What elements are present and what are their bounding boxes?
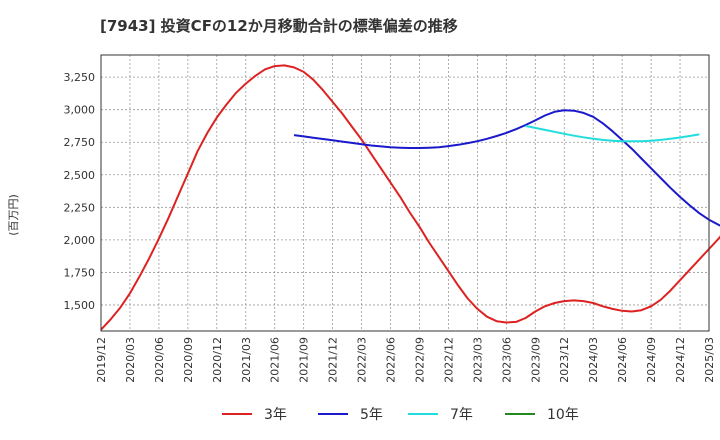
x-tick-label: 2022/06 <box>385 337 398 383</box>
x-tick-label: 2022/12 <box>442 337 455 383</box>
series-line-7年 <box>525 125 700 143</box>
x-tick-label: 2025/03 <box>703 337 716 383</box>
y-tick-label: 2,750 <box>64 136 96 149</box>
x-tick-label: 2024/03 <box>587 337 600 383</box>
series-line-5年 <box>293 109 720 227</box>
x-tick-label: 2023/06 <box>500 337 513 383</box>
legend-label-10年: 10年 <box>547 407 579 423</box>
y-tick-label: 2,500 <box>64 169 96 182</box>
y-tick-label: 3,000 <box>64 104 96 117</box>
y-tick-label: 1,750 <box>64 266 96 279</box>
legend: 3年 5年 7年 10年 <box>222 407 579 423</box>
x-tick-label: 2022/09 <box>413 337 426 383</box>
x-tick-label: 2023/09 <box>529 337 542 383</box>
x-tick-label: 2021/09 <box>298 337 311 383</box>
x-tick-label: 2020/09 <box>182 337 195 383</box>
x-tick-label: 2020/06 <box>153 337 166 383</box>
x-tick-label: 2021/03 <box>240 337 253 383</box>
x-tick-label: 2024/06 <box>616 337 629 383</box>
x-tick-label: 2022/03 <box>356 337 369 383</box>
x-tick-label: 2024/12 <box>674 337 687 383</box>
x-tick-label: 2023/03 <box>471 337 484 383</box>
legend-label-7年: 7年 <box>450 407 473 423</box>
y-tick-label: 1,500 <box>64 299 96 312</box>
x-tick-label: 2021/06 <box>269 337 282 383</box>
legend-label-3年: 3年 <box>264 407 287 423</box>
x-tick-label: 2019/12 <box>95 337 108 383</box>
x-tick-label: 2020/03 <box>124 337 137 383</box>
y-axis-label: (百万円) <box>7 194 20 236</box>
legend-label-5年: 5年 <box>360 407 383 423</box>
y-tick-label: 2,000 <box>64 234 96 247</box>
series-line-3年 <box>100 64 720 331</box>
grid <box>101 55 709 331</box>
y-axis-ticks: 1,500 1,750 2,000 2,250 2,500 2,750 3,000 3,250 <box>64 71 96 312</box>
x-tick-label: 2021/12 <box>327 337 340 383</box>
series-lines <box>100 64 720 331</box>
x-tick-label: 2020/12 <box>211 337 224 383</box>
chart-title: [7943] 投資CFの12か月移動合計の標準偏差の推移 <box>100 17 458 35</box>
y-tick-label: 3,250 <box>64 71 96 84</box>
x-tick-label: 2023/12 <box>558 337 571 383</box>
y-tick-label: 2,250 <box>64 201 96 214</box>
x-tick-label: 2024/09 <box>645 337 658 383</box>
plot-frame <box>100 54 710 332</box>
x-axis-ticks: 2019/12 2020/03 2020/06 2020/09 2020/12 2021/… <box>95 337 716 383</box>
